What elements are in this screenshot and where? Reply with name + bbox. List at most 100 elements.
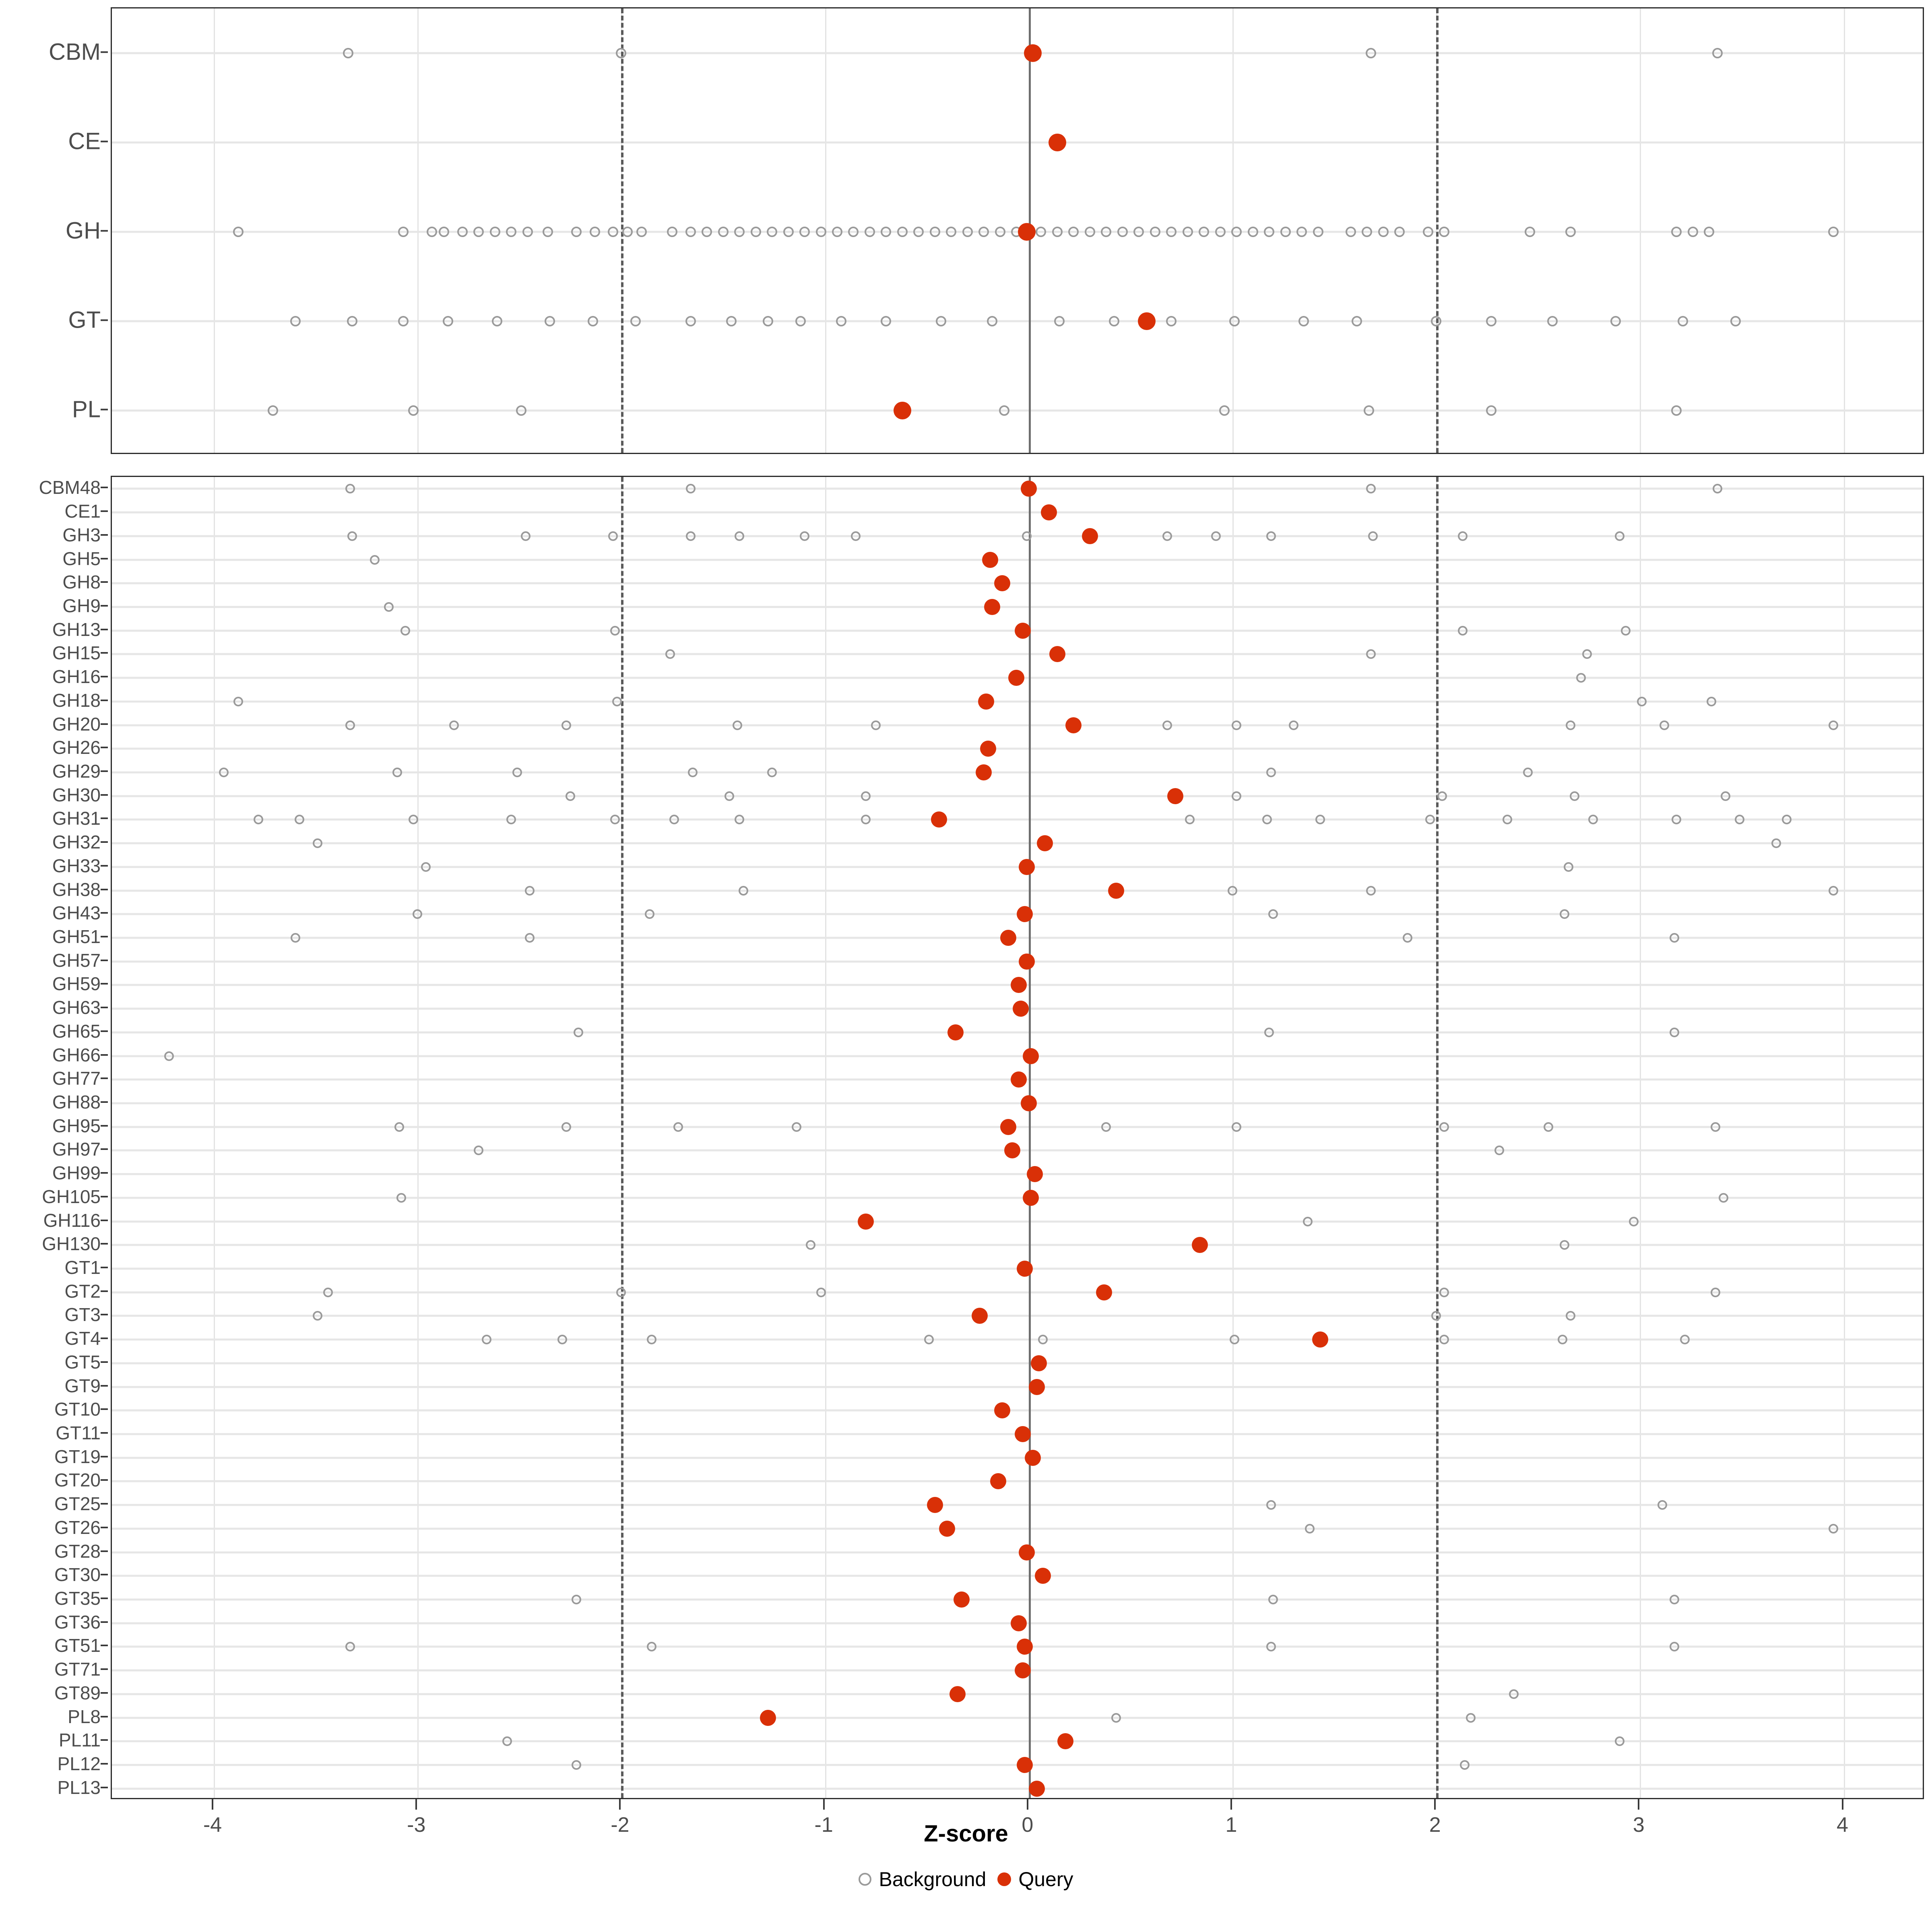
x-axis-title: Z-score: [924, 1821, 1008, 1847]
background-point: [398, 316, 409, 326]
query-point: [1000, 929, 1017, 946]
background-point: [1704, 227, 1715, 237]
background-point: [1486, 316, 1496, 326]
background-point: [572, 1594, 582, 1604]
background-point: [506, 227, 517, 237]
row-gridline: [112, 1598, 1923, 1601]
background-point: [913, 227, 924, 237]
background-point: [267, 405, 278, 416]
background-point: [1266, 767, 1276, 777]
y-axis-tick-mark: [101, 1338, 108, 1340]
background-point: [1266, 1500, 1276, 1510]
y-axis-tick-label: GT26: [54, 1517, 108, 1538]
background-point: [398, 227, 409, 237]
row-gridline: [112, 1551, 1923, 1553]
background-point: [1671, 405, 1682, 416]
row-gridline: [112, 487, 1923, 490]
y-axis-tick-mark: [101, 1172, 108, 1174]
vertical-gridline: [1232, 477, 1234, 1798]
row-gridline: [112, 700, 1923, 703]
y-axis-tick-mark: [101, 676, 108, 678]
background-point: [1366, 484, 1376, 494]
background-point: [1036, 227, 1046, 237]
y-axis-tick-label: GT2: [65, 1280, 108, 1302]
background-point: [978, 227, 989, 237]
background-point: [1525, 227, 1535, 237]
background-point: [561, 720, 571, 730]
background-point: [1564, 862, 1574, 872]
background-point: [589, 227, 600, 237]
y-axis-tick-mark: [101, 1597, 108, 1599]
background-point: [557, 1335, 567, 1345]
row-gridline: [112, 1457, 1923, 1459]
row-gridline: [112, 1504, 1923, 1506]
background-point: [1038, 1335, 1048, 1345]
background-point: [1403, 933, 1413, 943]
background-point: [762, 316, 773, 326]
query-point: [994, 1402, 1010, 1419]
y-axis-tick-label: GT3: [65, 1304, 108, 1325]
query-point: [1057, 1733, 1073, 1750]
background-point: [610, 625, 620, 636]
y-axis-tick-label: GH26: [52, 737, 108, 758]
background-point: [897, 227, 908, 237]
background-point: [1712, 484, 1722, 494]
background-point: [1431, 1311, 1441, 1321]
y-axis-tick-mark: [101, 1054, 108, 1056]
query-point: [1082, 528, 1098, 544]
y-axis-tick-label: GT19: [54, 1446, 108, 1468]
background-point: [409, 815, 419, 825]
background-point: [345, 1642, 355, 1652]
x-axis-tick-label: -1: [814, 1813, 833, 1837]
row-gridline: [112, 1173, 1923, 1175]
background-point: [616, 48, 627, 58]
background-point: [724, 791, 734, 801]
query-point: [1016, 1639, 1033, 1655]
query-circle-icon: [997, 1872, 1011, 1886]
y-axis-tick-label: GH9: [62, 595, 108, 617]
background-point: [1781, 815, 1792, 825]
background-point: [616, 1287, 626, 1297]
query-point: [1024, 44, 1042, 62]
y-axis-tick-label: GH29: [52, 760, 108, 782]
panel-class-level: [111, 7, 1924, 454]
zero-reference-line: [1028, 477, 1031, 1798]
row-gridline: [112, 1055, 1923, 1057]
x-axis-tick-label: -3: [407, 1813, 426, 1837]
background-point: [1582, 649, 1592, 659]
y-axis-tick-label: CE1: [65, 500, 108, 522]
background-point: [739, 886, 749, 896]
background-point: [1439, 1287, 1449, 1297]
y-axis-tick-mark: [101, 1243, 108, 1245]
y-axis-tick-label: GH33: [52, 855, 108, 877]
query-point: [1012, 1001, 1029, 1017]
y-axis-tick-label: GH3: [62, 524, 108, 546]
background-point: [924, 1335, 934, 1345]
background-point: [489, 227, 500, 237]
y-axis-tick-label: GH16: [52, 666, 108, 687]
y-axis-tick-label: GT35: [54, 1587, 108, 1609]
background-point: [1439, 1335, 1449, 1345]
background-point: [561, 1122, 571, 1132]
y-axis-tick-label: GH30: [52, 784, 108, 806]
y-axis-tick-mark: [101, 1077, 108, 1080]
query-point: [760, 1709, 776, 1726]
background-point: [1068, 227, 1079, 237]
background-point: [522, 227, 533, 237]
query-point: [1192, 1237, 1208, 1253]
background-point: [1431, 316, 1442, 326]
background-point: [1503, 815, 1513, 825]
query-point: [1010, 1615, 1027, 1631]
y-axis-tick-label: GT51: [54, 1635, 108, 1656]
vertical-gridline: [1640, 8, 1641, 453]
background-point: [439, 227, 450, 237]
row-gridline: [112, 606, 1923, 608]
query-point: [939, 1520, 956, 1537]
background-point: [1566, 720, 1576, 730]
background-point: [929, 227, 940, 237]
background-point: [1620, 625, 1631, 636]
background-point: [1560, 909, 1570, 919]
background-point: [1570, 791, 1580, 801]
row-gridline: [112, 1102, 1923, 1104]
y-axis-tick-mark: [101, 1007, 108, 1009]
